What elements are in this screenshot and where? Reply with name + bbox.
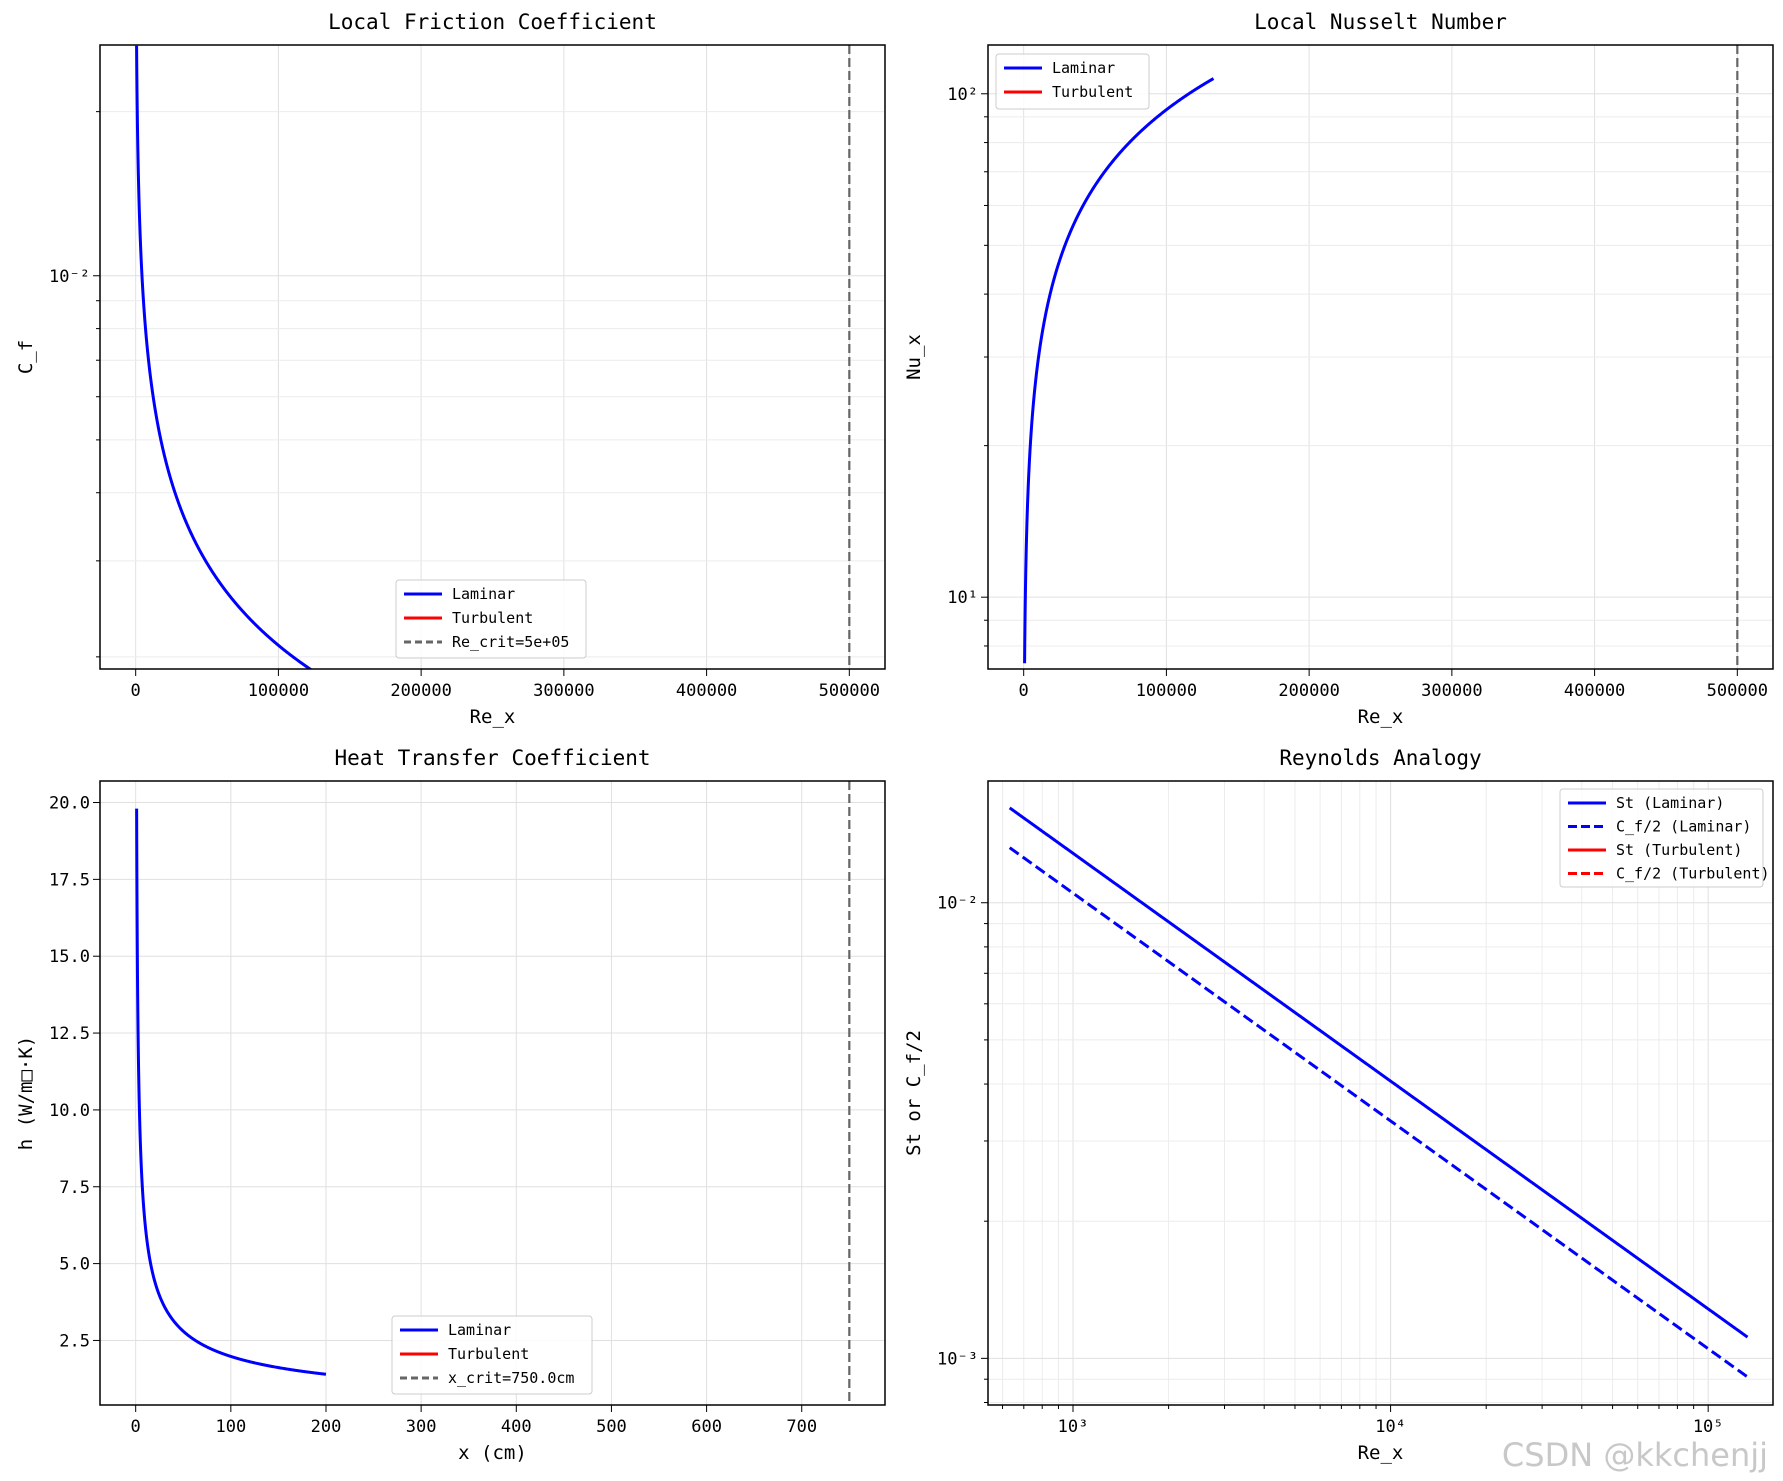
ticks [981,93,1738,676]
y-tick-label: 20.0 [49,794,90,814]
legend: St (Laminar) C_f/2 (Laminar) St (Turbulent… [1559,788,1770,888]
series-line [1023,77,1215,664]
x-tick-label: 300000 [1421,681,1482,701]
x-tick-label: 10³ [1058,1417,1089,1437]
series-line [1008,846,1749,1379]
y-tick-label: 15.0 [49,947,90,967]
y-tick-label: 7.5 [59,1178,90,1198]
y-axis-label: C_f [15,340,37,374]
y-tick-label: 10⁻³ [937,1349,978,1369]
x-tick-label: 400000 [676,681,737,701]
axes-frame [99,44,886,670]
x-tick-label: 10⁴ [1375,1417,1406,1437]
y-tick-label: 12.5 [49,1024,90,1044]
ticks [981,902,1709,1412]
x-tick-label: 200 [311,1417,342,1437]
y-tick-label: 10.0 [49,1101,90,1121]
x-tick-label: 200000 [390,681,451,701]
subplot-4: Reynolds Analogy 10³ 10⁴ 10⁵ 10⁻³ 10⁻² Re_x St … [903,746,1774,1464]
chart-title: Heat Transfer Coefficient [334,746,650,770]
x-axis-label: x (cm) [458,1442,527,1464]
axes-frame [99,780,886,1406]
legend: Laminar Turbulent Re_crit=5e+05 [395,579,587,659]
plot-area [1008,806,1749,1379]
y-axis-label: Nu_x [903,334,925,380]
legend-label: Turbulent [452,609,533,627]
watermark: CSDN @kkchenjj [1502,1436,1768,1474]
x-tick-label: 300 [406,1417,437,1437]
x-tick-label: 500000 [819,681,880,701]
y-tick-label: 5.0 [59,1255,90,1275]
legend-frame [1559,788,1764,888]
x-tick-label: 0 [1019,681,1029,701]
x-axis-label: Re_x [470,706,516,728]
legend-label: Laminar [452,585,515,603]
legend-label: C_f/2 (Turbulent) [1616,865,1770,883]
x-tick-label: 500 [596,1417,627,1437]
plot-area [135,781,851,1405]
x-tick-label: 0 [131,681,141,701]
legend-frame [391,1315,593,1395]
plot-area [135,45,851,669]
plot-area [1023,45,1739,669]
x-tick-label: 400 [501,1417,532,1437]
x-tick-label: 200000 [1278,681,1339,701]
chart-title: Local Nusselt Number [1254,10,1507,34]
x-tick-label: 400000 [1564,681,1625,701]
legend: Laminar Turbulent [995,53,1150,110]
legend-label: Laminar [448,1321,511,1339]
series-line [1008,806,1749,1339]
legend-label: Laminar [1052,59,1115,77]
x-tick-label: 700 [786,1417,817,1437]
legend-label: x_crit=750.0cm [448,1369,574,1387]
x-tick-label: 100000 [1136,681,1197,701]
x-tick-label: 100 [215,1417,246,1437]
chart-title: Local Friction Coefficient [328,10,657,34]
x-tick-label: 10⁵ [1693,1417,1724,1437]
x-axis-label: Re_x [1358,1442,1404,1464]
legend-frame [395,579,587,659]
y-tick-label: 10¹ [947,588,978,608]
legend-label: Turbulent [448,1345,529,1363]
y-axis-label: h (W/m□·K) [15,1036,37,1150]
subplot-2: Local Nusselt Number 0 100000 200000 300000 4… [903,10,1774,728]
subplot-1: Local Friction Coefficient 0 100000 200000 3… [15,10,886,728]
ticks [93,802,803,1412]
x-tick-label: 0 [131,1417,141,1437]
subplot-3: Heat Transfer Coefficient 0 100 200 300 400 50… [15,746,886,1464]
series-line [135,45,313,669]
legend: Laminar Turbulent x_crit=750.0cm [391,1315,593,1395]
chart-title: Reynolds Analogy [1279,746,1481,770]
gridlines [100,781,885,1405]
y-tick-label: 10⁻² [937,894,978,914]
y-tick-label: 17.5 [49,870,90,890]
x-axis-label: Re_x [1358,706,1404,728]
y-tick-label: 2.5 [59,1331,90,1351]
legend-label: Turbulent [1052,83,1133,101]
x-tick-label: 300000 [533,681,594,701]
y-axis-label: St or C_f/2 [903,1030,925,1156]
legend-label: St (Turbulent) [1616,841,1742,859]
x-tick-label: 500000 [1707,681,1768,701]
legend-label: St (Laminar) [1616,794,1724,812]
legend-label: Re_crit=5e+05 [452,633,569,651]
series-line [135,808,327,1376]
y-tick-label: 10² [947,85,978,105]
gridlines [988,45,1773,669]
axes-frame [987,780,1774,1406]
axes-frame [987,44,1774,670]
x-tick-label: 100000 [248,681,309,701]
gridlines [100,45,885,669]
y-tick-label: 10⁻² [49,267,90,287]
legend-label: C_f/2 (Laminar) [1616,818,1751,836]
x-tick-label: 600 [691,1417,722,1437]
